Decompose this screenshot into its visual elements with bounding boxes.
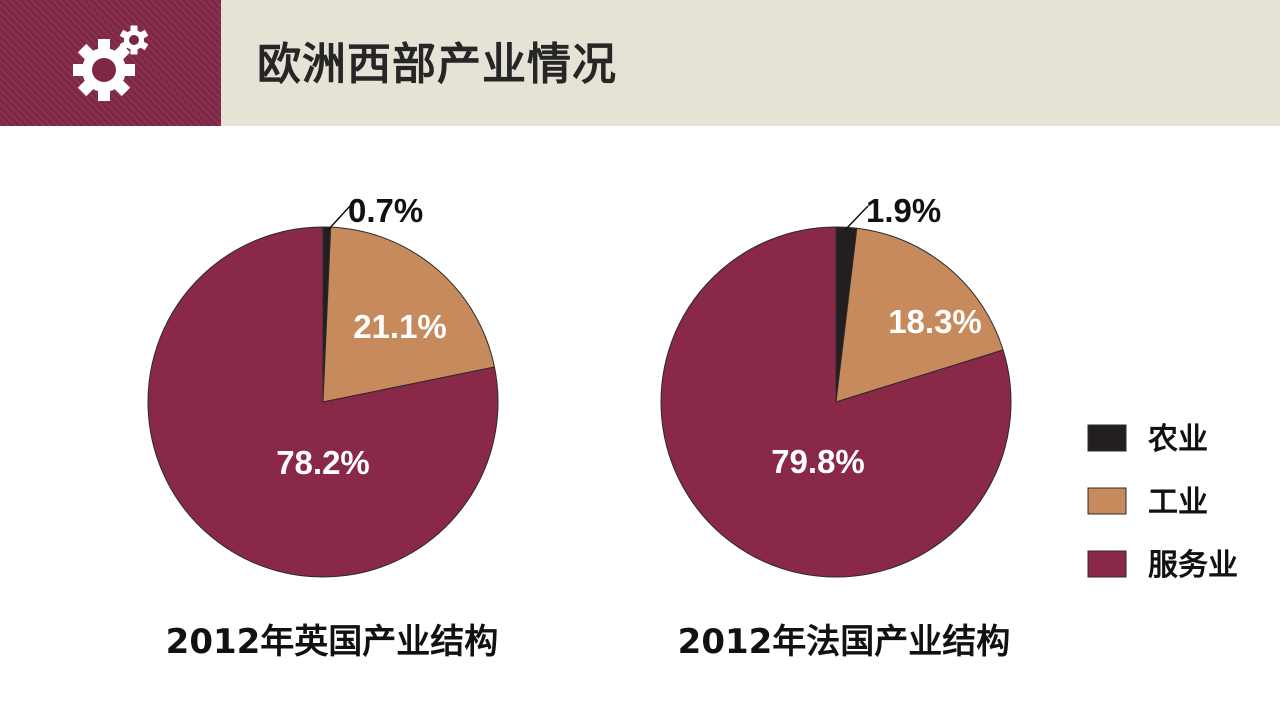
callout-line — [844, 205, 869, 231]
callout-line — [327, 205, 351, 231]
slice-services — [660, 226, 1012, 578]
page-title: 欧洲西部产业情况 — [257, 39, 617, 90]
header-icon-box — [0, 0, 221, 126]
legend-label-services: 服务业 — [1148, 548, 1238, 583]
pie-chart-1 — [147, 226, 499, 578]
legend-swatch-agriculture — [1087, 424, 1127, 452]
header-bar: 欧洲西部产业情况 — [221, 0, 1280, 126]
data-label-services: 79.8% — [771, 443, 865, 480]
gears-icon — [73, 25, 149, 101]
slice-services — [147, 226, 499, 578]
legend-label-agriculture: 农业 — [1147, 422, 1208, 457]
slice-industry — [322, 226, 496, 403]
data-label-industry: 18.3% — [888, 303, 982, 340]
legend-swatch-services — [1087, 550, 1127, 578]
pie-chart-2 — [660, 226, 1012, 578]
slice-industry — [835, 227, 1004, 403]
legend-swatch-industry — [1087, 487, 1127, 515]
data-label-agriculture: 0.7% — [348, 192, 423, 229]
legend-label-industry: 工业 — [1148, 485, 1208, 520]
data-label-agriculture: 1.9% — [866, 192, 941, 229]
chart-title: 2012年英国产业结构 — [166, 622, 499, 662]
data-label-industry: 21.1% — [353, 308, 447, 345]
data-label-services: 78.2% — [276, 444, 370, 481]
chart-title: 2012年法国产业结构 — [678, 622, 1011, 662]
